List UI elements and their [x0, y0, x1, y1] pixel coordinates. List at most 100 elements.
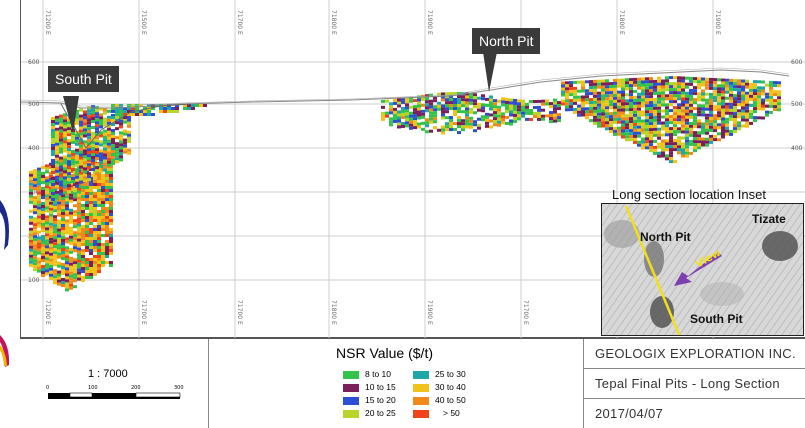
ore-block	[653, 148, 657, 152]
ore-block	[613, 90, 617, 94]
ore-block	[59, 150, 63, 154]
ore-block	[629, 123, 633, 127]
ore-block	[85, 249, 89, 252]
ore-block	[733, 82, 737, 86]
ore-block	[573, 107, 577, 111]
ore-block	[95, 112, 99, 116]
ore-block	[585, 95, 589, 99]
ore-block	[89, 195, 93, 198]
ore-block	[41, 253, 45, 256]
ore-block	[85, 216, 89, 219]
ore-block	[59, 117, 63, 121]
ore-block	[669, 151, 673, 155]
ore-block	[649, 116, 653, 120]
ore-block	[37, 251, 41, 255]
ore-block	[769, 83, 773, 87]
ore-block	[553, 101, 557, 105]
ore-block	[709, 98, 713, 102]
ore-block	[705, 101, 709, 105]
ore-block	[405, 112, 409, 116]
ore-block	[693, 116, 697, 120]
ore-block	[681, 145, 685, 149]
ore-block	[705, 128, 709, 132]
ore-block	[37, 179, 41, 183]
ore-block	[69, 229, 73, 233]
ore-block	[657, 82, 661, 86]
ore-block	[709, 116, 713, 120]
ore-block	[725, 120, 729, 124]
ore-block	[661, 142, 665, 146]
ore-block	[103, 165, 107, 169]
ore-block	[745, 115, 749, 119]
ore-block	[95, 157, 99, 161]
ore-block	[429, 114, 433, 118]
ore-block	[673, 124, 677, 128]
ore-block	[629, 93, 633, 97]
ore-block	[93, 246, 97, 249]
ore-block	[741, 112, 745, 116]
ore-block	[409, 123, 413, 127]
ore-block	[123, 117, 127, 121]
ore-block	[733, 79, 737, 83]
ore-block	[53, 251, 57, 255]
ore-block	[645, 101, 649, 105]
ore-block	[75, 157, 79, 161]
ore-block	[689, 112, 693, 116]
ore-block	[701, 80, 705, 84]
ore-block	[91, 105, 95, 108]
ore-block	[77, 214, 81, 218]
ore-block	[673, 88, 677, 92]
ore-block	[629, 138, 633, 142]
ore-block	[33, 184, 37, 188]
ore-block	[79, 120, 83, 124]
ore-block	[53, 263, 57, 267]
ore-block	[93, 174, 97, 177]
ore-block	[49, 237, 53, 241]
ore-block	[745, 100, 749, 104]
ore-block	[89, 252, 93, 255]
ore-block	[53, 260, 57, 264]
ore-block	[67, 133, 71, 137]
ore-block	[81, 270, 85, 273]
ore-block	[119, 113, 123, 116]
ore-block	[725, 108, 729, 112]
ore-block	[83, 167, 87, 171]
ore-block	[57, 273, 61, 277]
ore-block	[85, 228, 89, 231]
ore-block	[33, 208, 37, 212]
northing-label: 71200 E	[44, 10, 51, 35]
ore-block	[83, 134, 87, 138]
ore-block	[629, 120, 633, 124]
title-info-panel: GEOLOGIX EXPLORATION INC. Tepal Final Pi…	[583, 339, 805, 428]
ore-block	[461, 98, 465, 102]
ore-block	[773, 90, 777, 94]
ore-block	[677, 76, 681, 80]
ore-block	[53, 281, 57, 285]
ore-block	[95, 172, 99, 176]
ore-block	[701, 95, 705, 99]
ore-block	[597, 112, 601, 116]
ore-block	[63, 140, 67, 144]
ore-block	[93, 207, 97, 210]
ore-block	[111, 159, 115, 162]
ore-block	[621, 81, 625, 85]
ore-block	[413, 126, 417, 130]
ore-block	[413, 117, 417, 121]
ore-block	[413, 123, 417, 127]
ore-block	[709, 128, 713, 132]
ore-block	[693, 77, 697, 81]
ore-block	[633, 101, 637, 105]
ore-block	[737, 97, 741, 101]
ore-block	[661, 124, 665, 128]
ore-block	[565, 81, 569, 85]
ore-block	[397, 113, 401, 117]
ore-block	[565, 93, 569, 97]
ore-block	[449, 122, 453, 126]
ore-block	[437, 104, 441, 108]
ore-block	[79, 141, 83, 145]
ore-block	[77, 259, 81, 263]
ore-block	[453, 113, 457, 116]
ore-block	[697, 146, 701, 150]
ore-block	[57, 255, 61, 259]
ore-block	[765, 110, 769, 114]
